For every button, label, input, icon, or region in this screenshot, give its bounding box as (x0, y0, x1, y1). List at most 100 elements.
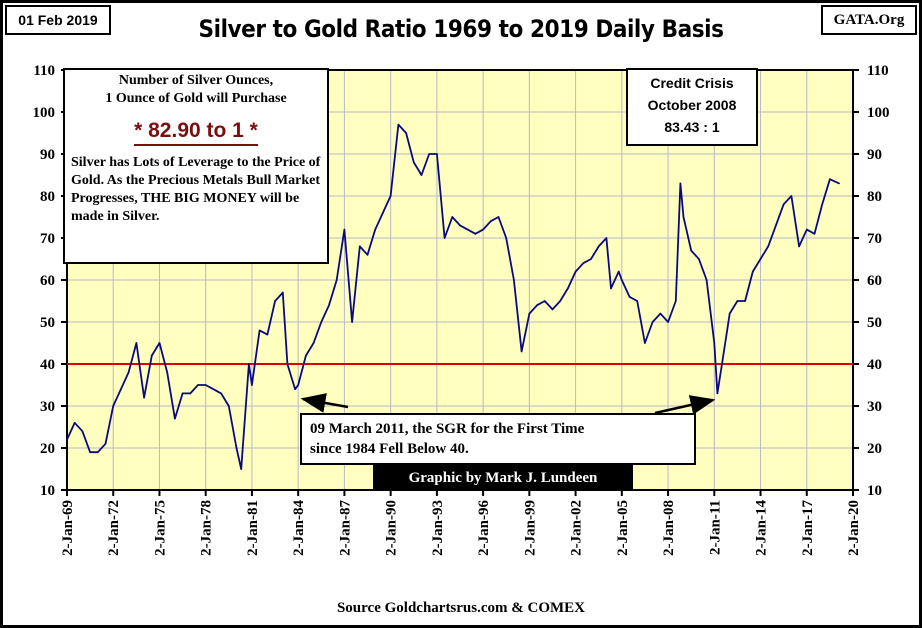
data-point (258, 329, 261, 332)
x-tick-label: 2-Jan-14 (754, 500, 770, 556)
data-point (528, 312, 531, 315)
data-point (412, 161, 415, 164)
data-point (621, 279, 623, 281)
data-point (158, 342, 161, 344)
data-point (374, 228, 377, 231)
data-point (497, 216, 500, 218)
y-tick-label-left: 110 (33, 63, 55, 79)
data-point (112, 405, 115, 407)
chart-title: Silver to Gold Ratio 1969 to 2019 Daily … (198, 15, 724, 43)
data-point (782, 203, 785, 206)
info-line-1: Number of Silver Ounces, (118, 73, 274, 88)
data-point (143, 396, 145, 399)
data-point (705, 279, 708, 281)
data-point (127, 371, 130, 374)
data-point (459, 224, 461, 227)
annotation-box: 09 March 2011, the SGR for the First Tim… (300, 413, 696, 465)
data-point (312, 342, 315, 344)
data-point (451, 216, 454, 218)
data-point (443, 237, 446, 239)
y-tick-label-left: 60 (40, 273, 55, 289)
data-point (389, 195, 392, 197)
x-tick-label: 2-Jan-17 (800, 500, 816, 556)
annotation-line-2: since 1984 Fell Below 40. (310, 441, 469, 457)
data-point (543, 300, 546, 302)
data-point (490, 220, 492, 222)
data-point (790, 195, 793, 197)
y-tick-label-right: 40 (867, 357, 882, 373)
x-tick-label: 2-Jan-02 (569, 500, 585, 556)
x-tick-label: 2-Jan-08 (661, 500, 677, 556)
arrow-to-2011-low (654, 395, 716, 415)
data-point (248, 363, 250, 365)
data-point (281, 291, 284, 294)
data-point (89, 451, 91, 454)
current-ratio: * 82.90 to 1 * (134, 118, 258, 146)
data-point (343, 228, 346, 231)
data-point (328, 304, 330, 307)
data-point (251, 384, 253, 386)
data-point (366, 254, 369, 256)
crisis-line-2: October 2008 (647, 97, 737, 113)
x-tick-label: 2-Jan-78 (199, 500, 215, 556)
site-label: GATA.Org (821, 5, 917, 35)
x-tick-label: 2-Jan-75 (152, 500, 168, 556)
data-point (617, 270, 620, 273)
y-tick-label-left: 20 (40, 441, 55, 457)
x-tick-label: 2-Jan-81 (245, 500, 261, 556)
data-point (567, 287, 569, 290)
data-point (66, 438, 68, 441)
credit-crisis-box: Credit Crisis October 2008 83.43 : 1 (626, 68, 758, 146)
data-point (294, 388, 296, 391)
author-credit: Graphic by Mark J. Lundeen (373, 465, 633, 491)
annotation-line-1: 09 March 2011, the SGR for the First Tim… (310, 421, 585, 437)
data-point (335, 279, 338, 281)
data-point (513, 279, 515, 281)
x-tick-label: 2-Jan-96 (476, 500, 492, 556)
y-tick-label-left: 30 (40, 399, 55, 415)
data-point (728, 312, 731, 315)
info-box: Number of Silver Ounces, 1 Ounce of Gold… (63, 68, 329, 264)
data-point (716, 392, 719, 395)
data-point (610, 287, 612, 290)
y-tick-label-right: 70 (867, 231, 882, 247)
series-line-ratio (66, 123, 840, 470)
x-tick-label: 2-Jan-93 (430, 500, 446, 556)
data-point (605, 237, 608, 239)
data-point (813, 233, 816, 235)
data-point (174, 417, 176, 420)
data-point (559, 300, 561, 302)
data-point (752, 270, 754, 273)
crisis-ratio: 83.43 : 1 (664, 119, 720, 135)
y-tick-label-left: 80 (40, 189, 55, 205)
data-point (135, 342, 138, 344)
y-tick-label-left: 10 (40, 483, 55, 499)
data-point (505, 237, 508, 239)
data-point (297, 384, 299, 386)
y-tick-label-right: 100 (867, 105, 890, 121)
data-point (428, 153, 430, 155)
data-point (181, 392, 184, 395)
crisis-line-1: Credit Crisis (650, 75, 734, 91)
data-point (759, 258, 762, 260)
y-tick-label-left: 90 (40, 147, 55, 163)
data-point (829, 178, 831, 180)
data-point (286, 363, 289, 365)
y-tick-label-left: 100 (33, 105, 56, 121)
source-label: Source Goldchartsrus.com & COMEX (336, 600, 586, 616)
x-tick-label: 2-Jan-11 (707, 500, 723, 555)
y-tick-label-right: 10 (867, 483, 882, 499)
data-point (682, 216, 685, 218)
data-point (597, 245, 600, 248)
data-point (838, 182, 840, 185)
x-tick-label: 2-Jan-87 (337, 500, 353, 556)
data-point (674, 300, 677, 302)
x-tick-label: 2-Jan-72 (106, 500, 122, 556)
data-point (775, 224, 777, 227)
data-point (536, 304, 538, 307)
y-tick-label-left: 40 (40, 357, 55, 373)
data-point (659, 312, 662, 315)
y-tick-label-right: 30 (867, 399, 882, 415)
data-point (204, 384, 207, 386)
x-tick-label: 2-Jan-69 (60, 500, 76, 556)
